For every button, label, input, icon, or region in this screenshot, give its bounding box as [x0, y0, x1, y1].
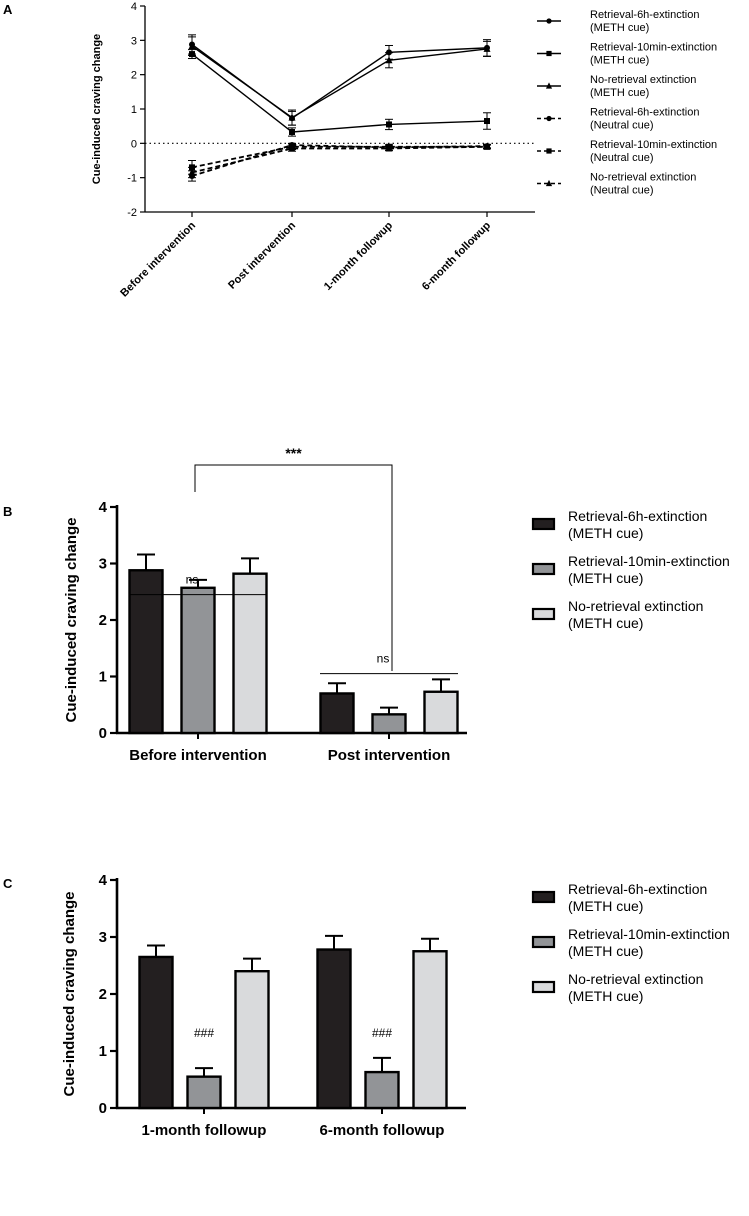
x-category-label: Before intervention	[118, 219, 198, 299]
y-tick-label: -1	[127, 173, 137, 185]
x-category-label: Before intervention	[129, 747, 267, 764]
series-line	[191, 45, 488, 119]
y-tick-label: 4	[99, 872, 108, 889]
x-category-label: Post intervention	[226, 219, 298, 291]
bar	[138, 955, 174, 1110]
legend-marker	[545, 179, 553, 187]
legend-swatch	[531, 890, 556, 904]
y-tick-label: 0	[99, 1100, 107, 1117]
series-line	[191, 144, 488, 177]
y-tick-label: 0	[131, 138, 137, 150]
bar	[128, 569, 164, 735]
bar	[364, 1070, 400, 1110]
bar	[412, 950, 448, 1110]
data-point	[385, 144, 393, 152]
legend-marker	[545, 82, 553, 89]
bar	[371, 713, 407, 735]
bar	[232, 572, 268, 735]
y-tick-label: -2	[127, 207, 137, 219]
bar	[319, 692, 355, 735]
data-point	[288, 144, 296, 152]
hash-annotation: ###	[194, 1026, 214, 1040]
data-point	[188, 42, 196, 50]
y-tick-label: 2	[131, 70, 137, 82]
legend-label: Retrieval-10min-extinction (METH cue)	[568, 926, 730, 959]
data-point	[483, 44, 491, 52]
panel-c: C 0 1 2 3 4 Cue-induced craving change 1-month…	[3, 872, 730, 1139]
significance-label: ***	[285, 445, 302, 461]
legend-label: No-retrieval extinction (METH cue)	[590, 74, 696, 99]
legend-label: Retrieval-6h-extinction (METH cue)	[590, 9, 699, 34]
y-tick-label: 2	[99, 986, 107, 1003]
legend-label: No-retrieval extinction (Neutral cue)	[590, 172, 696, 197]
x-category-label: Post intervention	[328, 747, 451, 764]
y-tick-label: 3	[99, 929, 107, 946]
panel-letter-a: A	[3, 2, 13, 17]
y-tick-label: 3	[131, 35, 137, 47]
legend-label: Retrieval-10min-extinction (METH cue)	[590, 42, 717, 67]
y-axis-title: Cue-induced craving change	[63, 517, 80, 722]
legend-swatch	[531, 562, 556, 576]
data-point	[386, 121, 392, 128]
data-point	[188, 168, 196, 176]
legend-swatch	[531, 935, 556, 949]
legend-swatch	[531, 607, 556, 621]
ns-label: ns	[377, 652, 390, 666]
panel-b: B 0 1 2 3 4 Cue-induced craving change Before …	[3, 445, 730, 764]
bar	[423, 690, 459, 735]
series-line	[191, 145, 488, 174]
bar	[186, 1075, 222, 1110]
legend-marker	[546, 115, 552, 122]
panel-letter-c: C	[3, 876, 13, 891]
legend-label: Retrieval-6h-extinction (Neutral cue)	[590, 107, 699, 132]
data-point	[289, 129, 295, 136]
legend-label: No-retrieval extinction (METH cue)	[568, 598, 703, 631]
bar	[180, 586, 216, 735]
data-point	[385, 56, 393, 64]
bar	[316, 948, 352, 1110]
x-category-label: 1-month followup	[322, 219, 395, 292]
y-tick-label: 1	[99, 1043, 107, 1060]
legend-swatch	[531, 980, 556, 994]
legend-label: No-retrieval extinction (METH cue)	[568, 971, 703, 1004]
significance-bracket	[194, 464, 393, 671]
data-point	[484, 118, 490, 125]
series-line	[191, 145, 487, 169]
panel-letter-b: B	[3, 504, 12, 519]
x-category-label: 1-month followup	[142, 1122, 267, 1139]
y-tick-label: 3	[99, 556, 107, 573]
legend-label: Retrieval-6h-extinction (METH cue)	[568, 881, 707, 914]
y-tick-label: 4	[99, 499, 108, 516]
legend-label: Retrieval-10min-extinction (Neutral cue)	[590, 139, 717, 164]
series-line	[191, 53, 488, 133]
bar	[234, 970, 270, 1110]
y-axis-title: Cue-induced craving change	[61, 891, 78, 1096]
y-tick-label: 2	[99, 612, 107, 629]
legend-marker	[546, 148, 552, 154]
panel-a: A -2 -1 0 1 2 3 4 Before intervention Post inter…	[3, 1, 717, 299]
legend-swatch	[531, 517, 556, 531]
data-point	[483, 142, 491, 150]
y-tick-label: 4	[131, 1, 137, 13]
ns-label: ns	[186, 573, 199, 587]
series-line	[191, 43, 488, 120]
data-point	[288, 113, 296, 121]
y-axis-title: Cue-induced craving change	[91, 34, 103, 184]
legend-label: Retrieval-6h-extinction (METH cue)	[568, 508, 707, 541]
x-category-label: 6-month followup	[320, 1122, 445, 1139]
y-tick-label: 1	[99, 669, 107, 686]
legend-marker	[546, 50, 552, 57]
legend-label: Retrieval-10min-extinction (METH cue)	[568, 553, 730, 586]
y-tick-label: 0	[99, 725, 107, 742]
x-category-label: 6-month followup	[420, 219, 493, 292]
hash-annotation: ###	[372, 1026, 392, 1040]
y-tick-label: 1	[131, 104, 137, 116]
legend-marker	[546, 18, 552, 24]
